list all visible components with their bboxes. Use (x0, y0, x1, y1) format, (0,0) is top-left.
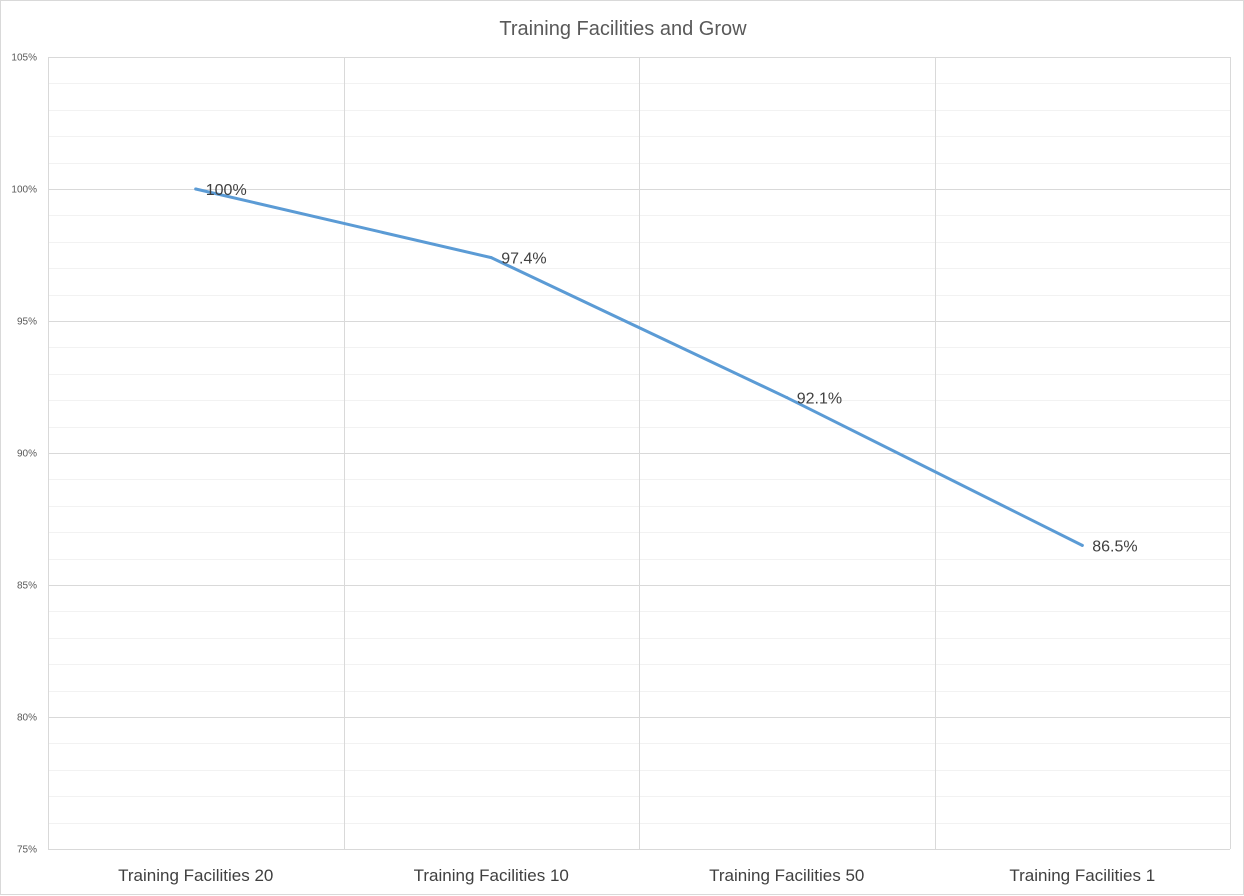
series-layer (194, 187, 1084, 547)
y-tick-label: 85% (17, 581, 37, 592)
data-point (785, 396, 789, 400)
x-axis: Training Facilities 20 Training Facilitie… (118, 866, 1155, 885)
x-tick-label: Training Facilities 20 (118, 866, 273, 885)
data-point (194, 187, 198, 191)
y-tick-label: 75% (17, 845, 37, 856)
data-label: 92.1% (797, 391, 842, 408)
vertical-gridlines (48, 57, 1231, 849)
data-label: 100% (206, 182, 247, 199)
y-tick-label: 105% (11, 53, 37, 64)
x-tick-label: Training Facilities 10 (414, 866, 569, 885)
x-tick-label: Training Facilities 1 (1009, 866, 1155, 885)
data-label: 97.4% (501, 251, 546, 268)
chart-title: Training Facilities and Grow (499, 18, 747, 40)
data-point (489, 256, 493, 260)
y-tick-label: 100% (11, 185, 37, 196)
x-tick-label: Training Facilities 50 (709, 866, 864, 885)
series-line (194, 187, 1084, 547)
data-point (1080, 543, 1084, 547)
y-tick-label: 95% (17, 317, 37, 328)
y-tick-label: 90% (17, 449, 37, 460)
data-labels: 100% 97.4% 92.1% 86.5% (206, 182, 1138, 555)
data-label: 86.5% (1092, 538, 1137, 555)
y-tick-label: 80% (17, 713, 37, 724)
y-axis: 75% 80% 85% 90% 95% 100% 105% (11, 53, 37, 856)
